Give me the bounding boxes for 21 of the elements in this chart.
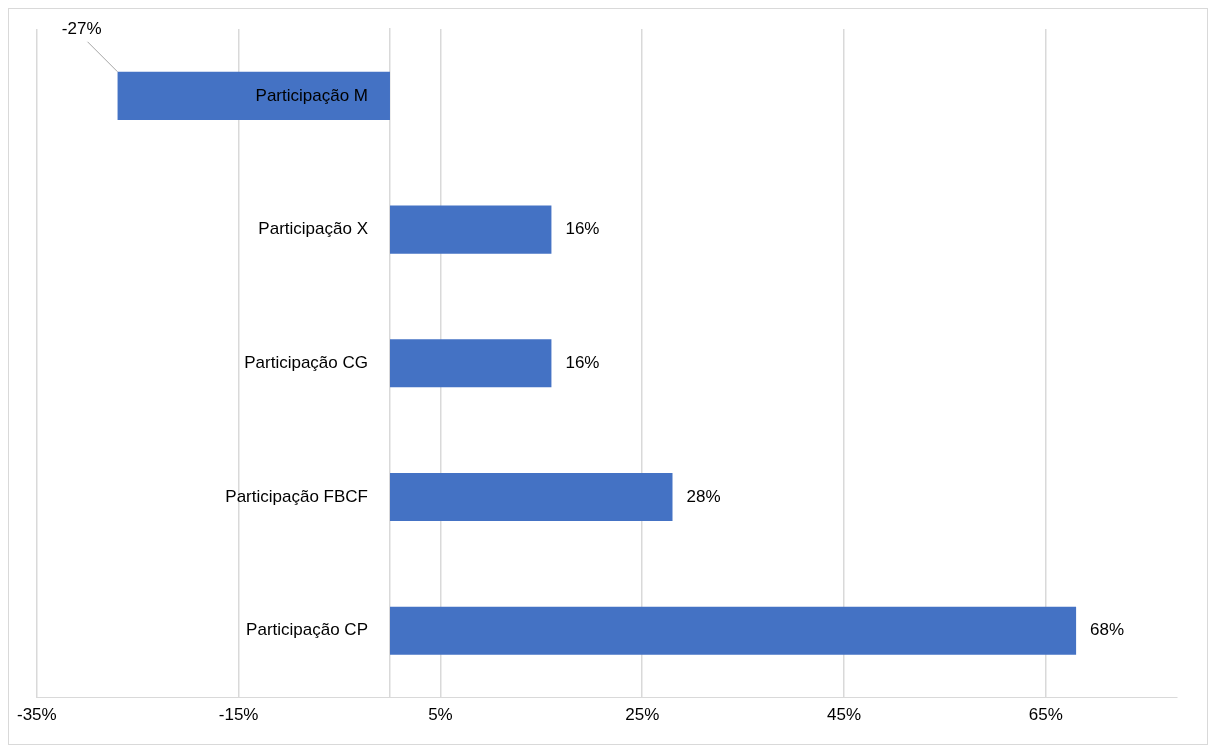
bar [389, 472, 673, 522]
x-tick-label: -35% [17, 705, 57, 725]
data-label: 28% [686, 486, 721, 506]
x-tick-label: 25% [625, 705, 660, 725]
data-label: 68% [1090, 620, 1125, 640]
x-tick-label: 65% [1028, 705, 1063, 725]
x-tick-label: 5% [428, 705, 453, 725]
y-tick-label: Participação M [255, 85, 368, 105]
bar [389, 205, 552, 254]
data-label: 16% [565, 352, 600, 372]
data-label: 16% [565, 219, 600, 239]
y-tick-label: Participação CG [244, 352, 368, 372]
bar [389, 606, 1077, 655]
x-tick-label: 45% [827, 705, 862, 725]
y-tick-label: Participação X [258, 219, 368, 239]
bar [389, 339, 552, 388]
x-tick-label: -15% [218, 705, 259, 725]
bar [117, 71, 390, 120]
y-tick-label: Participação FBCF [225, 486, 368, 506]
data-label: -27% [61, 19, 102, 39]
y-tick-label: Participação CP [246, 620, 368, 640]
